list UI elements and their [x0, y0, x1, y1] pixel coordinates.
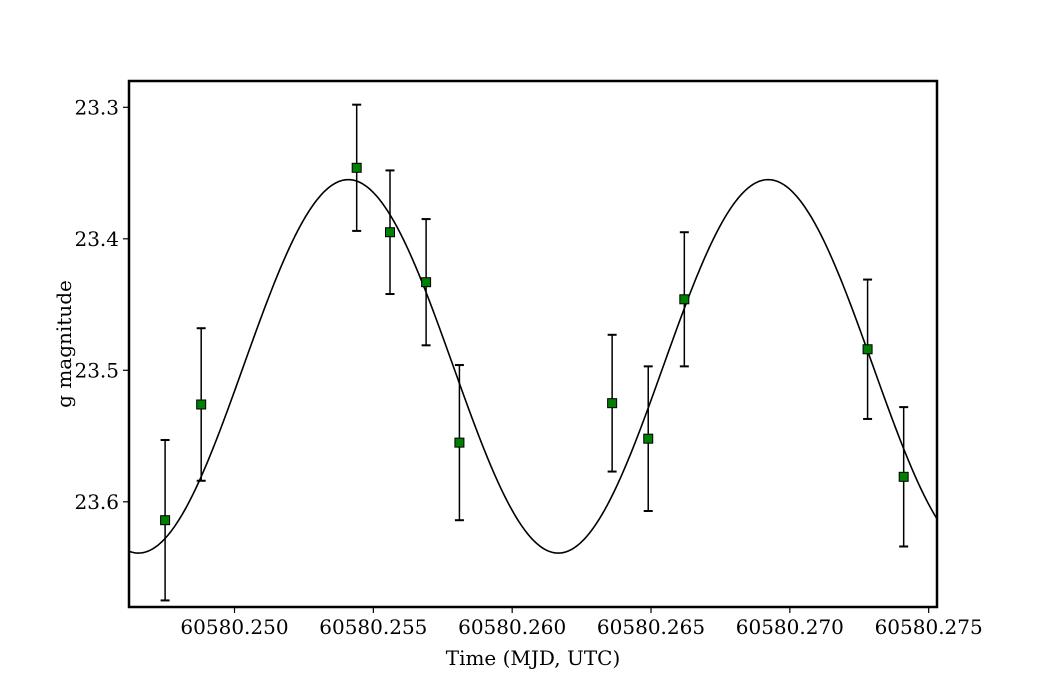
y-tick-label: 23.4 — [74, 227, 119, 251]
x-tick-label: 60580.265 — [597, 615, 705, 639]
data-point — [351, 103, 362, 232]
data-point — [898, 406, 909, 548]
square-marker — [421, 277, 432, 288]
square-marker — [679, 294, 690, 305]
square-marker — [385, 227, 396, 238]
plot-frame — [127, 79, 939, 609]
y-tick-label: 23.5 — [74, 358, 119, 382]
data-point — [196, 327, 207, 482]
x-tick-label: 60580.260 — [458, 615, 566, 639]
data-point — [160, 438, 171, 602]
x-ticks: 60580.250 60580.255 60580.260 60580.265 6058… — [180, 607, 983, 639]
data-point — [607, 333, 618, 473]
square-marker — [898, 471, 909, 482]
data-point — [862, 278, 873, 420]
y-ticks: 23.3 23.4 23.5 23.6 — [74, 95, 129, 514]
square-marker — [160, 515, 171, 526]
square-marker — [607, 398, 618, 409]
square-marker — [862, 344, 873, 355]
model-curve-layer — [128, 178, 938, 554]
x-tick-label: 60580.255 — [319, 615, 427, 639]
x-tick-label: 60580.250 — [180, 615, 288, 639]
data-point — [385, 169, 396, 296]
y-tick-label: 23.6 — [74, 490, 119, 514]
model-curve — [128, 178, 938, 554]
data-point — [679, 231, 690, 368]
data-point — [643, 365, 654, 513]
x-tick-label: 60580.275 — [875, 615, 983, 639]
x-tick-label: 60580.270 — [736, 615, 844, 639]
data-point — [421, 218, 432, 347]
data-point — [454, 364, 465, 522]
y-axis-label: g magnitude — [52, 280, 76, 408]
y-tick-label: 23.3 — [74, 95, 119, 119]
x-axis-label: Time (MJD, UTC) — [446, 646, 621, 670]
square-marker — [351, 162, 362, 173]
square-marker — [454, 437, 465, 448]
data-points-layer — [160, 103, 909, 602]
square-marker — [196, 399, 207, 410]
square-marker — [643, 433, 654, 444]
